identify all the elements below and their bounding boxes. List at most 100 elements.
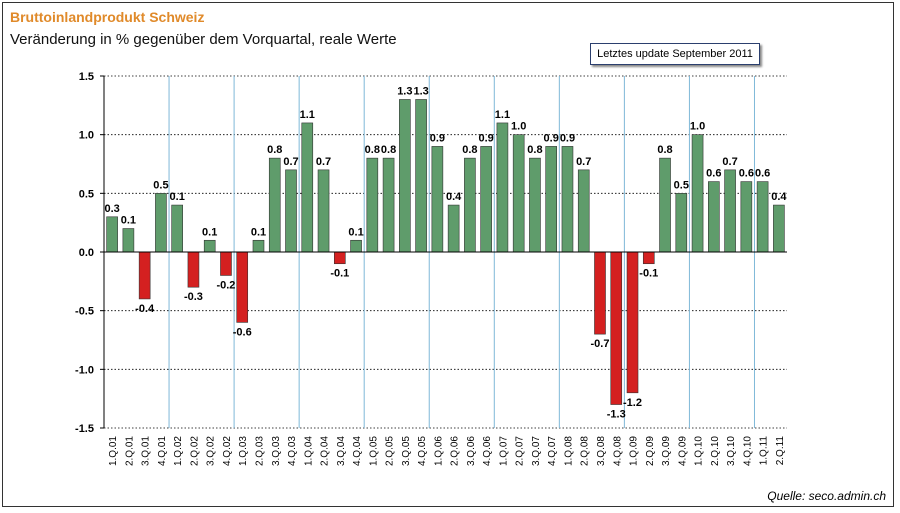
y-tick-label: -1.5 bbox=[75, 423, 94, 435]
data-label: -0.4 bbox=[135, 303, 155, 315]
x-tick-label: 4.Q.08 bbox=[612, 436, 623, 466]
data-label: 0.4 bbox=[771, 191, 787, 203]
x-tick-label: 4.Q.04 bbox=[352, 436, 363, 466]
x-tick-label: 4.Q.03 bbox=[287, 436, 298, 466]
bar bbox=[561, 146, 574, 253]
bar bbox=[577, 169, 590, 253]
data-label: 1.1 bbox=[495, 109, 510, 121]
bar bbox=[399, 99, 411, 253]
data-label: -0.3 bbox=[184, 291, 203, 303]
x-tick-label: 2.Q.09 bbox=[645, 436, 656, 466]
data-label: 0.7 bbox=[722, 156, 737, 168]
bar bbox=[252, 239, 265, 253]
bar bbox=[724, 169, 736, 253]
x-tick-label: 2.Q.02 bbox=[189, 436, 200, 466]
x-tick-label: 2.Q.11 bbox=[775, 436, 786, 466]
data-label: 0.5 bbox=[674, 179, 689, 191]
x-tick-label: 1.Q.02 bbox=[173, 436, 184, 466]
x-tick-label: 2.Q.06 bbox=[450, 436, 461, 466]
data-label: 0.9 bbox=[560, 132, 575, 144]
y-tick-label: 1.0 bbox=[79, 130, 94, 142]
bar bbox=[317, 169, 330, 253]
x-tick-label: 3.Q.04 bbox=[336, 436, 347, 466]
bar bbox=[220, 251, 232, 276]
y-tick-label: 0.0 bbox=[79, 247, 94, 259]
data-label: 0.9 bbox=[479, 132, 494, 144]
x-tick-label: 2.Q.08 bbox=[580, 436, 591, 466]
x-tick-label: 3.Q.09 bbox=[661, 436, 672, 466]
x-tick-label: 2.Q.10 bbox=[710, 436, 721, 466]
bar bbox=[415, 99, 427, 253]
x-tick-label: 1.Q.03 bbox=[238, 436, 249, 466]
data-label: 0.6 bbox=[755, 168, 770, 180]
bar bbox=[626, 251, 639, 394]
x-tick-label: 3.Q.05 bbox=[401, 436, 412, 466]
bar bbox=[480, 146, 492, 253]
x-tick-label: 3.Q.03 bbox=[271, 436, 282, 466]
bar bbox=[301, 122, 314, 253]
data-label: 0.5 bbox=[153, 179, 168, 191]
bar bbox=[642, 251, 655, 265]
bar bbox=[529, 157, 541, 253]
data-label: 0.8 bbox=[527, 144, 542, 156]
bar bbox=[512, 134, 525, 253]
x-tick-label: 3.Q.07 bbox=[531, 436, 542, 466]
x-tick-label: 1.Q.09 bbox=[629, 436, 640, 466]
y-tick-label: -1.0 bbox=[75, 364, 94, 376]
data-label: -0.1 bbox=[639, 268, 658, 280]
x-tick-label: 3.Q.10 bbox=[726, 436, 737, 466]
data-label: -0.2 bbox=[216, 279, 235, 291]
bar bbox=[675, 193, 688, 253]
update-note: Letztes update September 2011 bbox=[590, 43, 760, 65]
bar bbox=[122, 228, 135, 253]
data-label: 0.6 bbox=[739, 168, 754, 180]
x-tick-label: 2.Q.01 bbox=[124, 436, 135, 466]
bar bbox=[496, 122, 509, 253]
bar bbox=[187, 251, 200, 288]
bar bbox=[138, 251, 151, 300]
data-label: 0.6 bbox=[706, 168, 721, 180]
chart-title: Bruttoinlandprodukt Schweiz bbox=[10, 9, 205, 25]
data-label: 0.7 bbox=[283, 156, 298, 168]
data-label: 0.8 bbox=[267, 144, 282, 156]
bar bbox=[155, 193, 167, 253]
y-tick-label: -0.5 bbox=[75, 306, 94, 318]
x-tick-label: 4.Q.06 bbox=[482, 436, 493, 466]
chart-subtitle: Veränderung in % gegenüber dem Vorquarta… bbox=[10, 31, 397, 48]
y-tick-label: 1.5 bbox=[79, 71, 94, 83]
data-label: 0.8 bbox=[657, 144, 672, 156]
bar bbox=[333, 251, 346, 265]
data-label: 0.1 bbox=[121, 215, 136, 227]
x-tick-label: 2.Q.04 bbox=[320, 436, 331, 466]
bar bbox=[464, 157, 476, 253]
data-label: 1.3 bbox=[413, 85, 428, 97]
bar bbox=[382, 157, 395, 253]
bar bbox=[773, 204, 785, 253]
bar bbox=[659, 157, 671, 253]
data-label: 1.3 bbox=[397, 85, 412, 97]
x-tick-label: 2.Q.07 bbox=[515, 436, 526, 466]
x-tick-label: 1.Q.07 bbox=[498, 436, 509, 466]
bar bbox=[203, 239, 216, 253]
x-tick-label: 2.Q.05 bbox=[385, 436, 396, 466]
bar bbox=[545, 146, 558, 253]
x-tick-label: 1.Q.06 bbox=[433, 436, 444, 466]
data-label: 0.7 bbox=[316, 156, 331, 168]
bar bbox=[171, 204, 183, 253]
chart-frame bbox=[2, 2, 894, 507]
y-tick-label: 0.5 bbox=[79, 188, 94, 200]
bar bbox=[106, 216, 118, 253]
bar bbox=[285, 169, 297, 253]
bar bbox=[366, 157, 379, 253]
x-tick-label: 4.Q.07 bbox=[547, 436, 558, 466]
data-label: 1.0 bbox=[690, 121, 705, 133]
x-tick-label: 2.Q.03 bbox=[254, 436, 265, 466]
x-tick-label: 1.Q.04 bbox=[303, 436, 314, 466]
bar bbox=[268, 157, 281, 253]
bar bbox=[447, 204, 460, 253]
x-tick-label: 3.Q.08 bbox=[596, 436, 607, 466]
data-label: 0.4 bbox=[446, 191, 462, 203]
data-label: 1.0 bbox=[511, 121, 526, 133]
bar bbox=[431, 146, 444, 253]
